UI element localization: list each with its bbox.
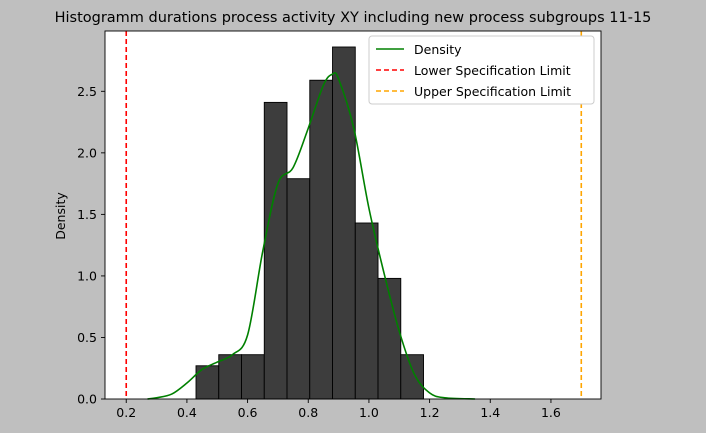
legend-lsl-label: Lower Specification Limit [414,63,571,78]
y-tick-label: 2.0 [77,145,97,160]
x-tick-label: 0.8 [298,405,318,420]
x-tick-label: 0.2 [116,405,136,420]
y-tick-label: 1.5 [77,207,97,222]
legend-density-label: Density [414,42,462,57]
histogram-bar-2 [241,354,265,400]
histogram-bar-9 [400,354,424,400]
y-axis-label: Density [53,192,68,240]
chart-title: Histogramm durations process activity XY… [55,10,652,26]
reference-lines [125,31,583,399]
y-tick-label: 0.5 [77,330,97,345]
y-axis-ticks: 0.0 0.5 1.0 1.5 2.0 2.5 [77,84,105,407]
legend-usl-label: Upper Specification Limit [414,84,571,99]
x-tick-label: 0.6 [238,405,258,420]
histogram-bar-5 [309,79,333,400]
x-tick-label: 1.6 [541,405,561,420]
x-tick-label: 1.2 [420,405,440,420]
legend: Density Lower Specification Limit Upper … [368,35,595,105]
histogram-bar-3 [263,101,288,400]
x-axis-ticks: 0.2 0.4 0.6 0.8 1.0 1.2 1.4 1.6 [116,399,561,420]
x-tick-label: 0.4 [177,405,197,420]
y-tick-label: 0.0 [77,392,97,407]
histogram-bar-1 [218,354,242,400]
histogram-bar-6 [332,46,356,400]
plot-frame [104,30,602,400]
density-curve [147,71,476,400]
x-tick-label: 1.4 [480,405,500,420]
histogram-bar-4 [286,178,311,400]
x-tick-label: 1.0 [359,405,379,420]
y-tick-label: 2.5 [77,84,97,99]
histogram-bar-7 [354,222,379,400]
legend-box [368,35,595,105]
y-tick-label: 1.0 [77,268,97,283]
